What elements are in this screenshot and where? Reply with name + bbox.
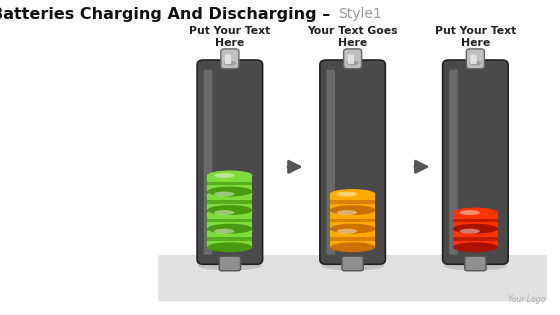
Bar: [453, 231, 498, 247]
Bar: [207, 213, 253, 229]
Bar: [207, 219, 253, 222]
Ellipse shape: [330, 242, 375, 252]
Ellipse shape: [198, 261, 262, 271]
FancyBboxPatch shape: [342, 256, 363, 271]
Bar: [453, 237, 498, 241]
Bar: [207, 194, 253, 210]
Ellipse shape: [453, 242, 498, 252]
Bar: [453, 213, 498, 229]
Bar: [207, 175, 253, 192]
Bar: [330, 194, 375, 210]
Text: Put Your Text
Here: Put Your Text Here: [189, 26, 270, 48]
Ellipse shape: [207, 224, 253, 234]
Ellipse shape: [330, 189, 375, 199]
FancyBboxPatch shape: [344, 49, 362, 69]
Ellipse shape: [337, 192, 357, 197]
Ellipse shape: [207, 170, 253, 180]
Ellipse shape: [207, 189, 253, 199]
Bar: [330, 213, 375, 229]
Ellipse shape: [460, 229, 480, 234]
Ellipse shape: [460, 210, 480, 215]
Ellipse shape: [453, 224, 498, 234]
Bar: [207, 200, 253, 204]
FancyBboxPatch shape: [465, 256, 486, 271]
Bar: [330, 219, 375, 222]
Bar: [330, 237, 375, 241]
Ellipse shape: [207, 205, 253, 215]
Ellipse shape: [223, 61, 236, 66]
Text: Style1: Style1: [338, 8, 382, 21]
FancyBboxPatch shape: [221, 49, 239, 69]
FancyBboxPatch shape: [470, 54, 477, 64]
Ellipse shape: [330, 208, 375, 218]
FancyBboxPatch shape: [204, 70, 212, 255]
Ellipse shape: [207, 226, 253, 236]
FancyBboxPatch shape: [466, 49, 484, 69]
Ellipse shape: [469, 61, 482, 66]
FancyBboxPatch shape: [326, 70, 335, 255]
Ellipse shape: [207, 208, 253, 218]
Ellipse shape: [337, 229, 357, 234]
FancyBboxPatch shape: [197, 60, 263, 264]
Ellipse shape: [214, 229, 235, 234]
FancyBboxPatch shape: [320, 60, 385, 264]
Ellipse shape: [207, 242, 253, 252]
Text: Your Text Goes
Here: Your Text Goes Here: [307, 26, 398, 48]
FancyBboxPatch shape: [225, 54, 231, 64]
Ellipse shape: [453, 226, 498, 236]
Ellipse shape: [321, 261, 385, 271]
Text: Batteries Charging And Discharging –: Batteries Charging And Discharging –: [0, 8, 336, 22]
Ellipse shape: [444, 261, 507, 271]
Bar: [330, 200, 375, 204]
FancyBboxPatch shape: [158, 255, 547, 301]
Text: Your Logo: Your Logo: [508, 295, 545, 305]
Ellipse shape: [330, 226, 375, 236]
Ellipse shape: [214, 210, 235, 215]
Bar: [330, 231, 375, 247]
Bar: [207, 237, 253, 241]
Bar: [207, 182, 253, 185]
Ellipse shape: [337, 210, 357, 215]
Ellipse shape: [214, 173, 235, 178]
Bar: [453, 219, 498, 222]
FancyBboxPatch shape: [219, 256, 240, 271]
FancyBboxPatch shape: [348, 54, 354, 64]
Ellipse shape: [346, 61, 359, 66]
Ellipse shape: [214, 192, 235, 197]
Bar: [207, 231, 253, 247]
Ellipse shape: [207, 186, 253, 197]
FancyBboxPatch shape: [449, 70, 458, 255]
Text: Put Your Text
Here: Put Your Text Here: [435, 26, 516, 48]
Ellipse shape: [330, 224, 375, 234]
FancyBboxPatch shape: [442, 60, 508, 264]
Ellipse shape: [453, 208, 498, 218]
Ellipse shape: [330, 205, 375, 215]
